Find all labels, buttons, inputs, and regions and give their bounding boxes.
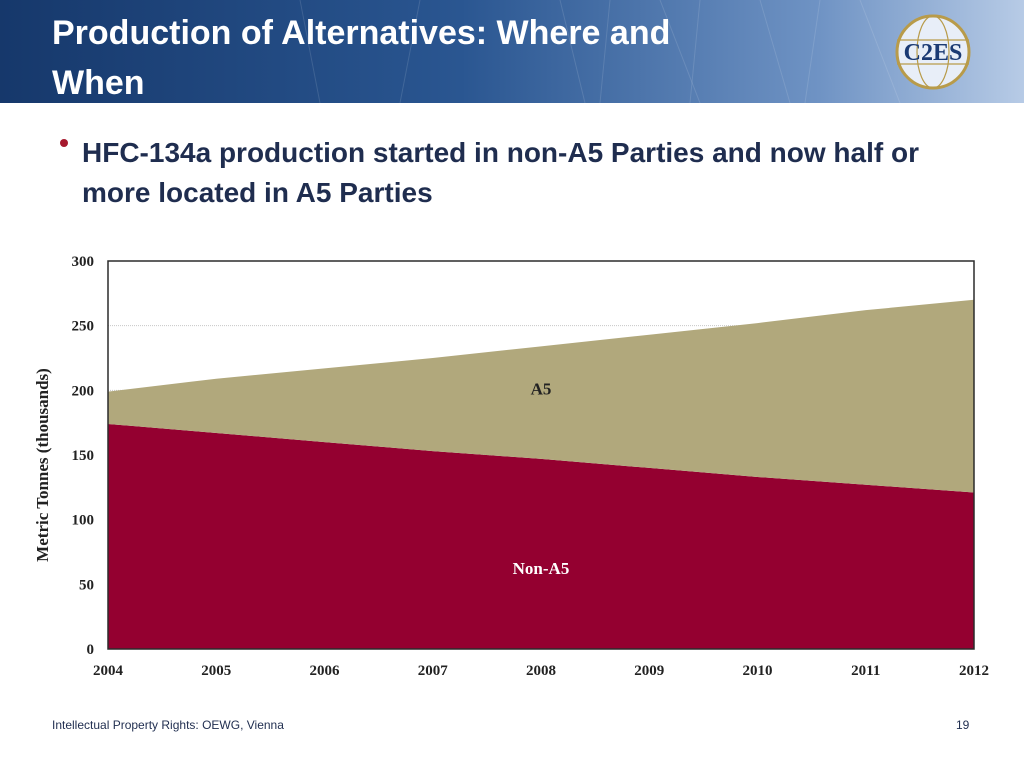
bullet-text: HFC-134a production started in non-A5 Pa… <box>82 137 919 208</box>
header-decoration <box>299 0 901 103</box>
footer-text: Intellectual Property Rights: OEWG, Vien… <box>52 718 284 732</box>
x-tick-label: 2006 <box>310 663 341 679</box>
y-tick-label: 0 <box>87 642 95 658</box>
y-axis-title: Metric Tonnes (thousands) <box>33 368 52 562</box>
x-tick-label: 2011 <box>851 663 880 679</box>
area-a5 <box>108 299 974 493</box>
y-tick-label: 100 <box>72 513 95 529</box>
y-tick-label: 300 <box>72 254 95 270</box>
slide-header: Production of Alternatives: Where and Wh… <box>0 0 1024 103</box>
x-tick-label: 2005 <box>201 663 231 679</box>
series-label: A5 <box>531 380 552 399</box>
x-tick-label: 2009 <box>634 663 664 679</box>
y-tick-label: 150 <box>72 448 95 464</box>
page-number: 19 <box>956 718 970 732</box>
x-tick-label: 2012 <box>959 663 989 679</box>
x-tick-label: 2010 <box>743 663 773 679</box>
logo-text: C2ES <box>904 40 963 66</box>
y-tick-label: 250 <box>72 319 95 335</box>
c2es-logo: C2ES <box>895 14 971 90</box>
x-tick-label: 2007 <box>418 663 449 679</box>
series-label: Non-A5 <box>513 559 570 578</box>
x-tick-label: 2004 <box>93 663 124 679</box>
slide-title: Production of Alternatives: Where and Wh… <box>52 14 671 102</box>
stacked-area-chart: Non-A5 A5 0 50 100 150 200 250 300 2004 2005 2006 20… <box>33 254 989 679</box>
y-tick-label: 200 <box>72 383 95 399</box>
bullet-dot <box>60 139 68 147</box>
y-tick-label: 50 <box>79 577 94 593</box>
x-tick-label: 2008 <box>526 663 556 679</box>
area-non-a5 <box>108 423 974 649</box>
plot-border <box>107 260 975 650</box>
